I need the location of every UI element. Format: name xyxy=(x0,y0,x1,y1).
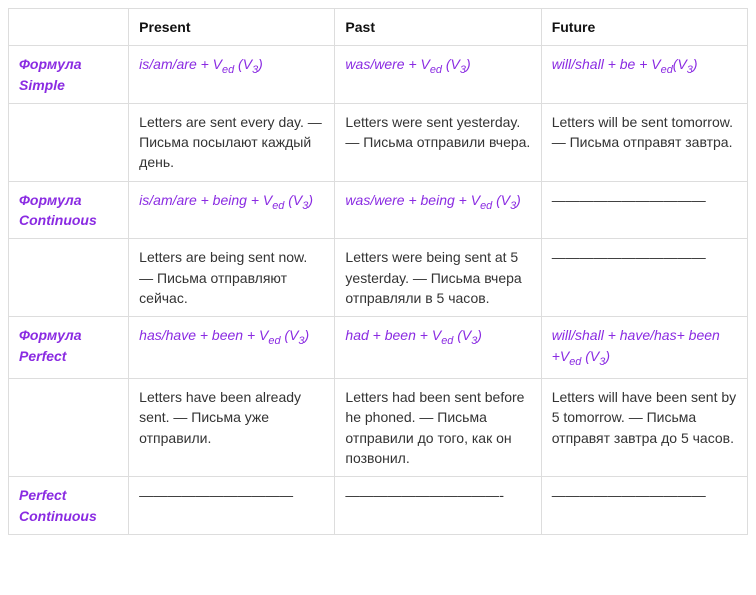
row-perfcont: Perfect Continuous ——————————— —————————… xyxy=(9,477,748,535)
cell-simple-future-example: Letters will be sent tomorrow. — Письма … xyxy=(541,103,747,181)
header-past: Past xyxy=(335,9,541,46)
cell-simple-future-formula: will/shall + be + Ved(V3) xyxy=(541,46,747,104)
formula-text: is/am/are + being + Ved (V3) xyxy=(139,192,313,208)
grammar-table: Present Past Future Формула Simple is/am… xyxy=(8,8,748,535)
dash-text: ——————————— xyxy=(552,192,706,208)
rowlabel-blank xyxy=(9,379,129,477)
cell-perfcont-future: ——————————— xyxy=(541,477,747,535)
cell-perfect-past-formula: had + been + Ved (V3) xyxy=(335,317,541,379)
row-continuous-formula: Формула Continuous is/am/are + being + V… xyxy=(9,181,748,239)
cell-perfect-past-example: Letters had been sent before he phoned. … xyxy=(335,379,541,477)
rowlabel-perfect-line1: Формула xyxy=(19,327,82,343)
formula-text: was/were + being + Ved (V3) xyxy=(345,192,520,208)
formula-text: will/shall + have/has+ been +Ved (V3) xyxy=(552,327,720,363)
rowlabel-simple: Формула Simple xyxy=(9,46,129,104)
formula-text: will/shall + be + Ved(V3) xyxy=(552,56,698,72)
rowlabel-continuous: Формула Continuous xyxy=(9,181,129,239)
formula-text: was/were + Ved (V3) xyxy=(345,56,470,72)
formula-text: had + been + Ved (V3) xyxy=(345,327,482,343)
cell-perfcont-present: ——————————— xyxy=(129,477,335,535)
rowlabel-simple-line2: Simple xyxy=(19,77,65,93)
row-simple-formula: Формула Simple is/am/are + Ved (V3) was/… xyxy=(9,46,748,104)
dash-text: ———————————- xyxy=(345,487,504,503)
rowlabel-perfcont-line2: Continuous xyxy=(19,508,97,524)
rowlabel-perfect-line2: Perfect xyxy=(19,348,66,364)
dash-text: ——————————— xyxy=(552,249,706,265)
formula-text: is/am/are + Ved (V3) xyxy=(139,56,263,72)
cell-simple-past-formula: was/were + Ved (V3) xyxy=(335,46,541,104)
row-continuous-example: Letters are being sent now. — Письма отп… xyxy=(9,239,748,317)
header-row: Present Past Future xyxy=(9,9,748,46)
cell-perfect-future-example: Letters will have been sent by 5 tomorro… xyxy=(541,379,747,477)
rowlabel-perfect: Формула Perfect xyxy=(9,317,129,379)
cell-continuous-past-example: Letters were being sent at 5 yesterday. … xyxy=(335,239,541,317)
row-simple-example: Letters are sent every day. — Письма пос… xyxy=(9,103,748,181)
cell-simple-present-formula: is/am/are + Ved (V3) xyxy=(129,46,335,104)
header-blank xyxy=(9,9,129,46)
cell-perfect-future-formula: will/shall + have/has+ been +Ved (V3) xyxy=(541,317,747,379)
cell-continuous-present-example: Letters are being sent now. — Письма отп… xyxy=(129,239,335,317)
cell-simple-present-example: Letters are sent every day. — Письма пос… xyxy=(129,103,335,181)
cell-continuous-present-formula: is/am/are + being + Ved (V3) xyxy=(129,181,335,239)
row-perfect-formula: Формула Perfect has/have + been + Ved (V… xyxy=(9,317,748,379)
rowlabel-blank xyxy=(9,239,129,317)
cell-continuous-future-formula: ——————————— xyxy=(541,181,747,239)
cell-continuous-past-formula: was/were + being + Ved (V3) xyxy=(335,181,541,239)
cell-simple-past-example: Letters were sent yesterday. — Письма от… xyxy=(335,103,541,181)
row-perfect-example: Letters have been already sent. — Письма… xyxy=(9,379,748,477)
rowlabel-perfcont: Perfect Continuous xyxy=(9,477,129,535)
rowlabel-simple-line1: Формула xyxy=(19,56,82,72)
dash-text: ——————————— xyxy=(139,487,293,503)
header-future: Future xyxy=(541,9,747,46)
cell-perfect-present-formula: has/have + been + Ved (V3) xyxy=(129,317,335,379)
cell-perfcont-past: ———————————- xyxy=(335,477,541,535)
cell-perfect-present-example: Letters have been already sent. — Письма… xyxy=(129,379,335,477)
formula-text: has/have + been + Ved (V3) xyxy=(139,327,309,343)
rowlabel-blank xyxy=(9,103,129,181)
header-present: Present xyxy=(129,9,335,46)
rowlabel-perfcont-line1: Perfect xyxy=(19,487,66,503)
cell-continuous-future-example: ——————————— xyxy=(541,239,747,317)
dash-text: ——————————— xyxy=(552,487,706,503)
rowlabel-continuous-line2: Continuous xyxy=(19,212,97,228)
rowlabel-continuous-line1: Формула xyxy=(19,192,82,208)
